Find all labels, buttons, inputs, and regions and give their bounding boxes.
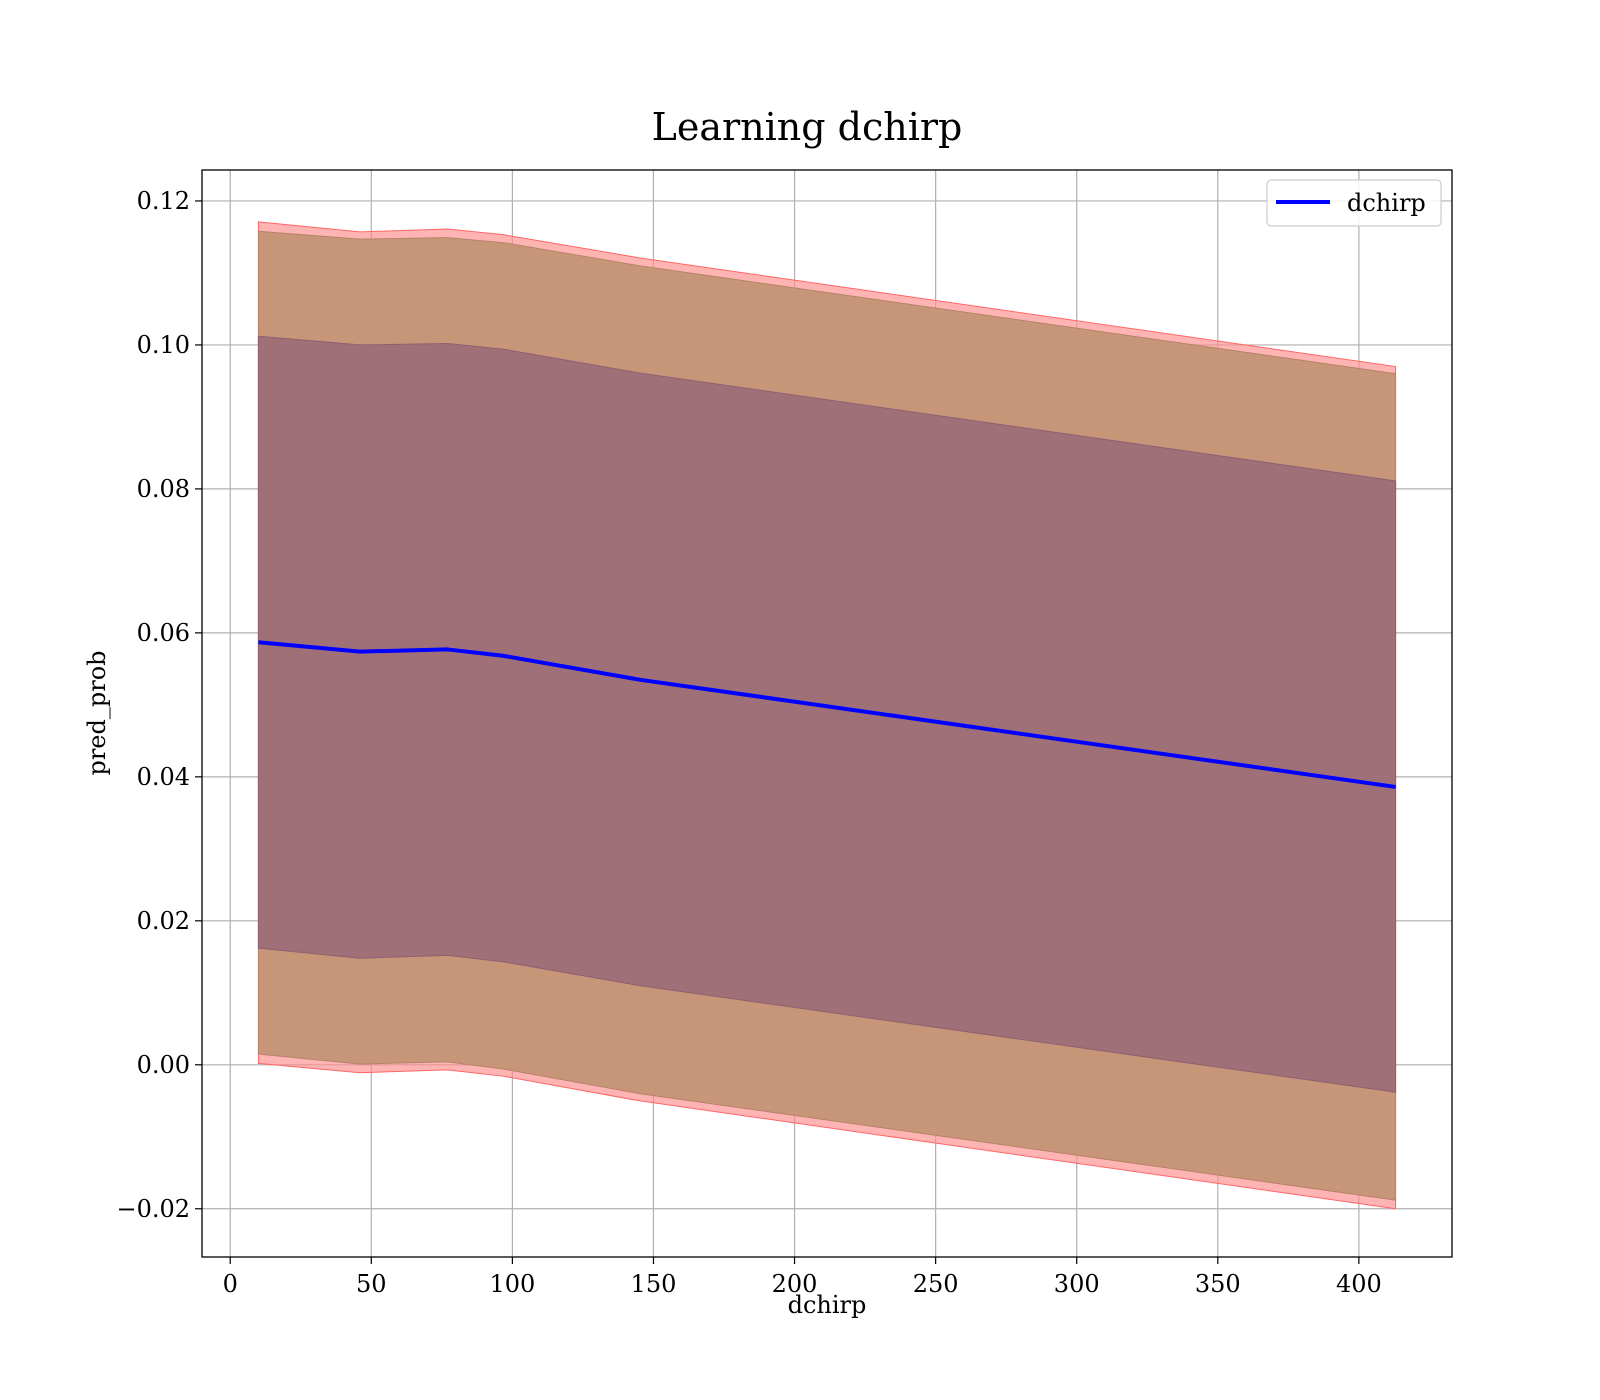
y-tick-label: 0.02: [137, 907, 190, 935]
legend: dchirp: [1266, 179, 1442, 227]
axis-ticks: 0 50 100 150 200 250 300 350 400 −0.02 0.00 0.02 0.0…: [116, 187, 1381, 1298]
y-tick-label: 0.08: [137, 475, 190, 503]
series-line-dchirp: [258, 640, 1396, 789]
x-tick-label: 350: [1195, 1270, 1241, 1298]
x-tick-label: 200: [772, 1270, 818, 1298]
y-axis-label: pred_prob: [83, 650, 111, 775]
x-tick-label: 250: [913, 1270, 959, 1298]
confidence-bands: [257, 221, 1397, 1210]
x-tick-label: 150: [631, 1270, 677, 1298]
y-tick-label: 0.10: [137, 331, 190, 359]
y-tick-label: 0.06: [137, 619, 190, 647]
x-tick-label: 100: [489, 1270, 535, 1298]
y-tick-label: 0.04: [137, 763, 190, 791]
legend-label-dchirp: dchirp: [1347, 189, 1426, 217]
plot-frame: [201, 169, 1453, 1258]
band-inner: [257, 335, 1397, 1093]
series-lines: [258, 640, 1396, 789]
x-tick-label: 0: [223, 1270, 238, 1298]
chart-title: Learning dchirp: [652, 105, 963, 149]
y-tick-label: 0.00: [137, 1051, 190, 1079]
x-tick-label: 50: [356, 1270, 387, 1298]
x-tick-label: 400: [1336, 1270, 1382, 1298]
x-tick-label: 300: [1054, 1270, 1100, 1298]
legend-box: [1266, 179, 1442, 227]
y-tick-label: −0.02: [116, 1195, 190, 1223]
x-axis-label: dchirp: [788, 1291, 867, 1319]
y-tick-label: 0.12: [137, 187, 190, 215]
